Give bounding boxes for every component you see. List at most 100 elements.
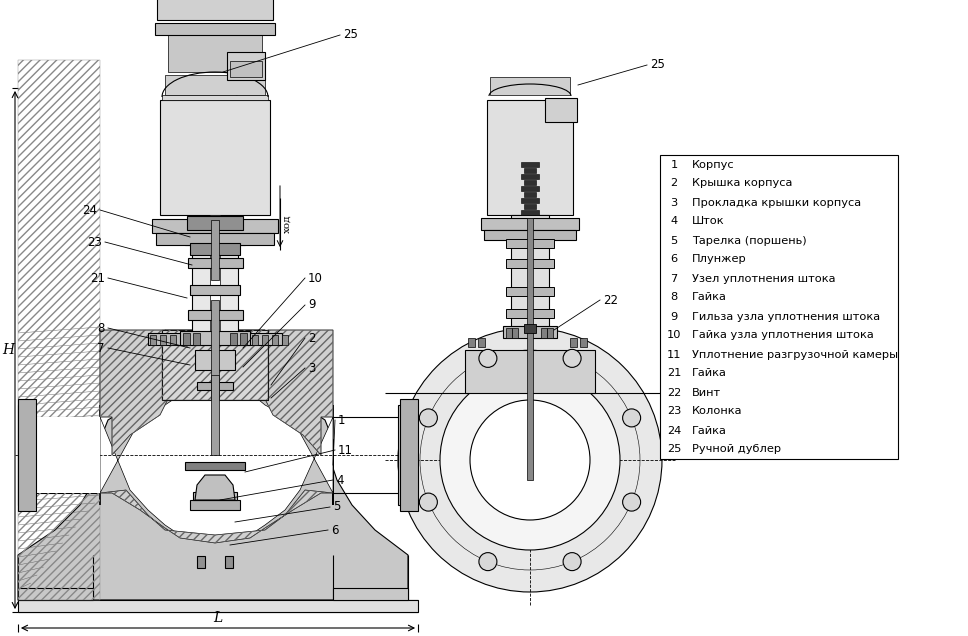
Bar bbox=[506, 259, 554, 268]
Bar bbox=[190, 500, 240, 510]
Text: 25: 25 bbox=[343, 29, 358, 41]
Text: 8: 8 bbox=[98, 322, 105, 335]
Bar bbox=[400, 399, 418, 511]
Bar bbox=[398, 405, 408, 505]
Text: Гайка: Гайка bbox=[692, 293, 727, 303]
Circle shape bbox=[419, 409, 438, 427]
Text: L: L bbox=[213, 611, 223, 625]
Bar bbox=[148, 333, 282, 345]
Bar bbox=[152, 219, 278, 233]
Bar bbox=[197, 556, 205, 568]
Text: 24: 24 bbox=[667, 425, 681, 436]
Text: 3: 3 bbox=[308, 361, 316, 375]
Circle shape bbox=[479, 553, 497, 570]
Bar bbox=[155, 23, 275, 35]
Text: 2: 2 bbox=[308, 331, 316, 345]
Polygon shape bbox=[100, 490, 333, 543]
Text: Прокладка крышки корпуса: Прокладка крышки корпуса bbox=[692, 198, 862, 207]
Bar bbox=[188, 258, 243, 268]
Text: 25: 25 bbox=[667, 445, 681, 455]
Bar bbox=[511, 215, 549, 330]
Text: Гильза узла уплотнения штока: Гильза узла уплотнения штока bbox=[692, 312, 880, 322]
Bar bbox=[230, 333, 237, 345]
Text: 21: 21 bbox=[90, 272, 105, 284]
Bar bbox=[183, 333, 190, 345]
Circle shape bbox=[398, 328, 662, 592]
Bar bbox=[524, 168, 536, 173]
Text: 11: 11 bbox=[338, 443, 353, 457]
Text: 1: 1 bbox=[338, 413, 346, 427]
Bar bbox=[225, 556, 233, 568]
Polygon shape bbox=[100, 340, 333, 540]
Bar bbox=[18, 399, 36, 511]
Text: 21: 21 bbox=[667, 368, 681, 378]
Bar bbox=[521, 162, 539, 167]
Bar bbox=[506, 287, 554, 296]
Text: 23: 23 bbox=[667, 406, 681, 417]
Polygon shape bbox=[18, 330, 408, 600]
Text: 7: 7 bbox=[671, 273, 678, 284]
Bar bbox=[157, 0, 273, 20]
Bar bbox=[180, 335, 186, 345]
Text: Тарелка (поршень): Тарелка (поршень) bbox=[692, 235, 806, 245]
Bar bbox=[527, 218, 533, 480]
Polygon shape bbox=[195, 475, 235, 500]
Bar bbox=[18, 588, 93, 600]
Bar bbox=[524, 204, 536, 209]
Bar bbox=[150, 335, 156, 345]
Bar bbox=[190, 285, 240, 295]
Bar bbox=[570, 338, 577, 347]
Text: 4: 4 bbox=[336, 473, 344, 487]
Circle shape bbox=[419, 493, 438, 511]
Bar bbox=[193, 492, 237, 500]
Text: 8: 8 bbox=[671, 293, 678, 303]
Bar bbox=[512, 328, 518, 338]
Text: 22: 22 bbox=[667, 387, 681, 398]
Bar bbox=[168, 32, 262, 72]
Text: 1: 1 bbox=[671, 160, 678, 170]
Text: 10: 10 bbox=[308, 272, 323, 284]
Bar bbox=[187, 216, 243, 230]
Text: 5: 5 bbox=[671, 235, 678, 245]
Bar bbox=[211, 300, 219, 400]
Bar bbox=[506, 328, 512, 338]
Text: 9: 9 bbox=[671, 312, 678, 322]
Bar bbox=[211, 375, 219, 455]
Bar bbox=[197, 382, 233, 390]
Bar bbox=[190, 243, 240, 255]
Bar bbox=[580, 338, 587, 347]
Text: Колонка: Колонка bbox=[692, 406, 742, 417]
Bar bbox=[18, 600, 418, 612]
Text: 24: 24 bbox=[82, 204, 97, 216]
Bar bbox=[545, 98, 577, 122]
Bar bbox=[230, 61, 262, 77]
Bar bbox=[162, 95, 268, 100]
Text: Уплотнение разгрузочной камеры: Уплотнение разгрузочной камеры bbox=[692, 350, 898, 359]
Circle shape bbox=[440, 370, 620, 550]
Text: Узел уплотнения штока: Узел уплотнения штока bbox=[692, 273, 835, 284]
Bar bbox=[180, 331, 250, 345]
Bar bbox=[210, 215, 220, 335]
Circle shape bbox=[470, 400, 590, 520]
Text: 25: 25 bbox=[650, 59, 665, 71]
Text: Ручной дублер: Ручной дублер bbox=[692, 445, 781, 455]
Polygon shape bbox=[263, 330, 333, 455]
Text: ход: ход bbox=[283, 215, 292, 233]
Bar bbox=[170, 335, 176, 345]
Text: 2: 2 bbox=[671, 179, 678, 188]
Bar bbox=[468, 338, 475, 347]
Text: H: H bbox=[2, 343, 15, 357]
Bar bbox=[660, 155, 898, 459]
Bar bbox=[524, 324, 536, 333]
Text: 23: 23 bbox=[87, 235, 102, 249]
Bar bbox=[465, 350, 595, 393]
Bar bbox=[195, 350, 235, 370]
Bar bbox=[506, 239, 554, 248]
Bar bbox=[227, 52, 265, 80]
Text: Корпус: Корпус bbox=[692, 160, 735, 170]
Text: Крышка корпуса: Крышка корпуса bbox=[692, 179, 793, 188]
Bar bbox=[188, 310, 243, 320]
Bar bbox=[282, 335, 288, 345]
Bar bbox=[18, 60, 100, 600]
Bar bbox=[503, 326, 557, 338]
